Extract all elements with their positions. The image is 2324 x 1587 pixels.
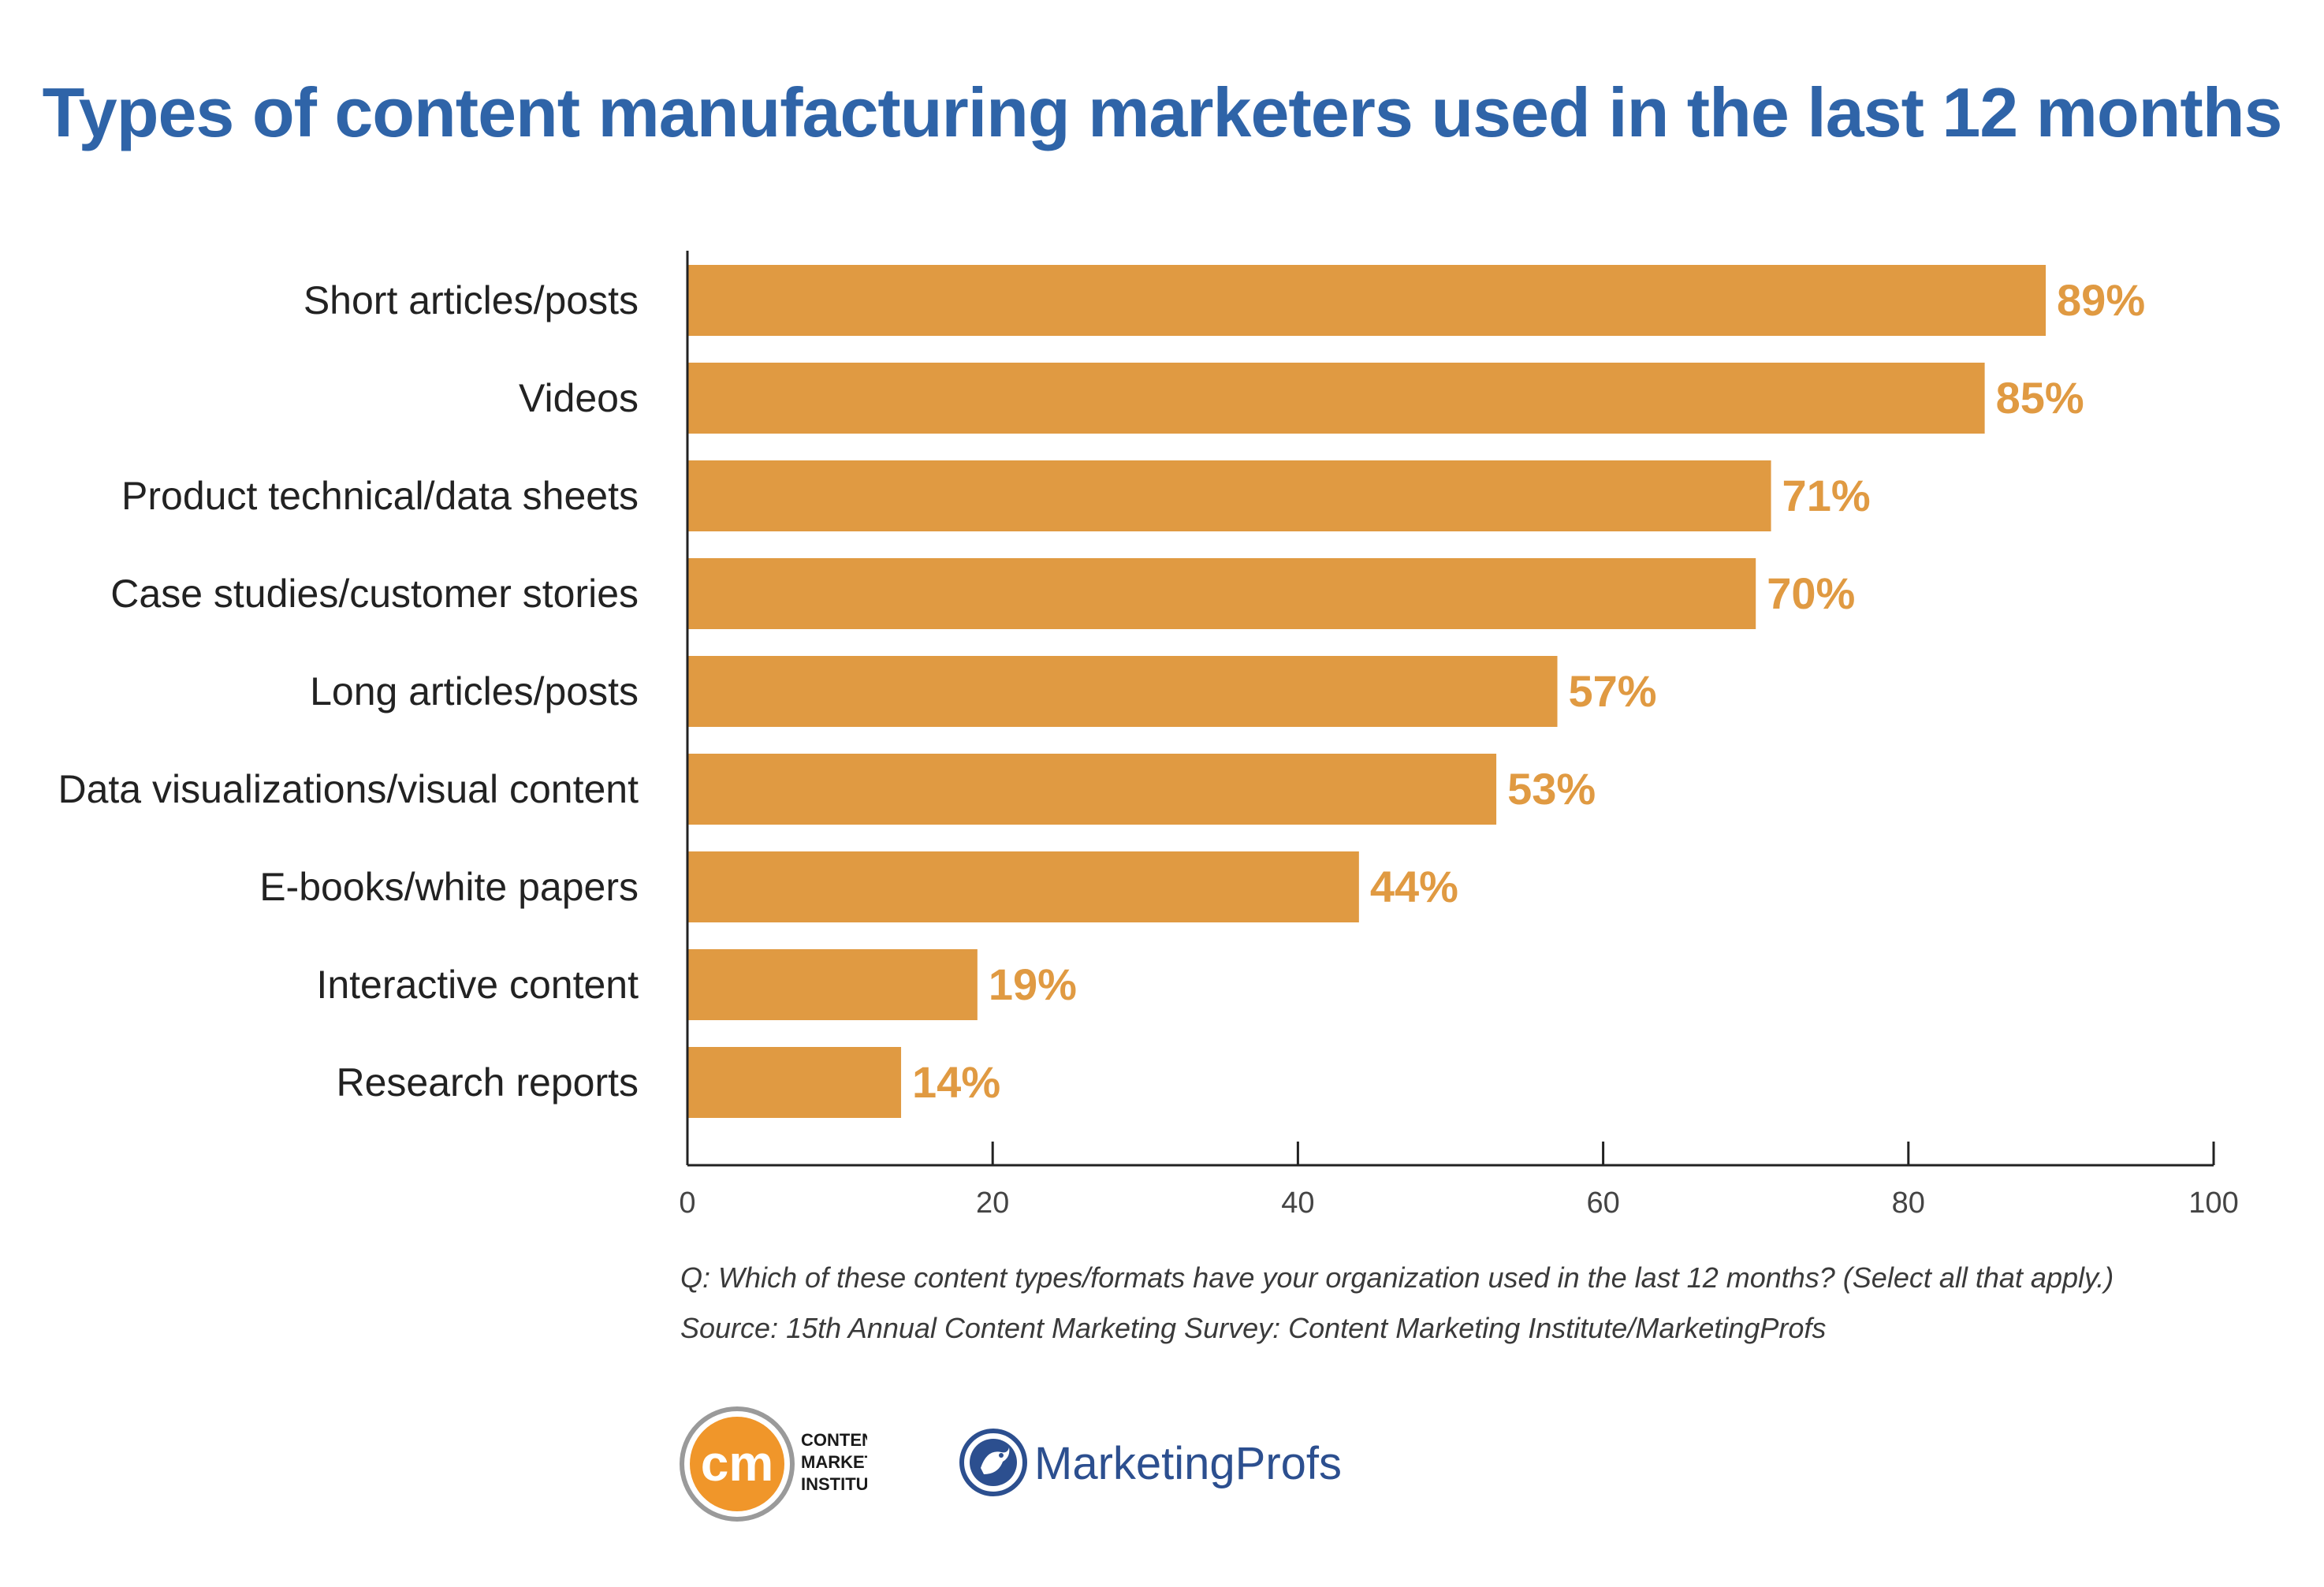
bar bbox=[687, 363, 1985, 434]
bird-icon bbox=[959, 1429, 1027, 1496]
value-label: 89% bbox=[2057, 275, 2145, 325]
bar bbox=[687, 1047, 902, 1118]
marketingprofs-wordmark: MarketingProfs bbox=[1034, 1438, 1342, 1489]
x-tick-label: 0 bbox=[679, 1187, 695, 1220]
source-note: Source: 15th Annual Content Marketing Su… bbox=[680, 1312, 1827, 1344]
value-label: 70% bbox=[1767, 568, 1855, 618]
cmi-logo-line2: MARKETING bbox=[801, 1452, 867, 1472]
value-label: 85% bbox=[1996, 373, 2084, 423]
category-label: Research reports bbox=[337, 1060, 639, 1105]
x-tick-label: 60 bbox=[1586, 1187, 1619, 1220]
category-label: Product technical/data sheets bbox=[121, 474, 639, 518]
category-label: Interactive content bbox=[316, 963, 639, 1007]
cmi-logo: cm CONTENT MARKETING INSTITUTE™ bbox=[680, 1406, 867, 1522]
marketingprofs-logo: MarketingProfs bbox=[959, 1429, 1342, 1496]
chart-title: Types of content manufacturing marketers… bbox=[42, 73, 2283, 151]
bar bbox=[687, 656, 1558, 727]
category-label: E-books/white papers bbox=[259, 865, 639, 909]
axes: 0 20 40 60 80 100 bbox=[679, 251, 2239, 1220]
survey-question: Q: Which of these content types/formats … bbox=[680, 1261, 2114, 1294]
cmi-logo-line1: CONTENT bbox=[801, 1430, 867, 1450]
cmi-logo-mark: cm bbox=[701, 1435, 774, 1492]
x-tick-label: 100 bbox=[2188, 1187, 2238, 1220]
bar-chart: Short articles/posts Videos Product techni… bbox=[58, 251, 2239, 1220]
category-label: Long articles/posts bbox=[310, 669, 639, 713]
bar bbox=[687, 949, 978, 1020]
value-labels: 89% 85% 71% 70% 57% 53% 44% 19% 14% bbox=[912, 275, 2145, 1107]
cmi-logo-circle bbox=[690, 1417, 784, 1511]
cmi-logo-line3: INSTITUTE™ bbox=[801, 1474, 867, 1494]
x-tick-label: 80 bbox=[1892, 1187, 1925, 1220]
category-label: Short articles/posts bbox=[304, 278, 639, 322]
value-label: 57% bbox=[1569, 666, 1657, 716]
x-tick-label: 40 bbox=[1281, 1187, 1314, 1220]
value-label: 44% bbox=[1370, 862, 1458, 911]
category-label: Case studies/customer stories bbox=[110, 572, 639, 616]
category-labels: Short articles/posts Videos Product techni… bbox=[58, 278, 639, 1105]
bar bbox=[687, 558, 1756, 629]
bar bbox=[687, 265, 2047, 336]
value-label: 71% bbox=[1782, 471, 1871, 520]
x-tick-label: 20 bbox=[976, 1187, 1009, 1220]
category-label: Data visualizations/visual content bbox=[58, 767, 639, 811]
bar bbox=[687, 851, 1359, 922]
value-label: 53% bbox=[1507, 764, 1596, 814]
value-label: 19% bbox=[989, 959, 1077, 1009]
category-label: Videos bbox=[519, 376, 639, 420]
bars-group bbox=[687, 265, 2047, 1118]
bar bbox=[687, 754, 1497, 825]
bar bbox=[687, 460, 1771, 531]
value-label: 14% bbox=[912, 1057, 1000, 1107]
